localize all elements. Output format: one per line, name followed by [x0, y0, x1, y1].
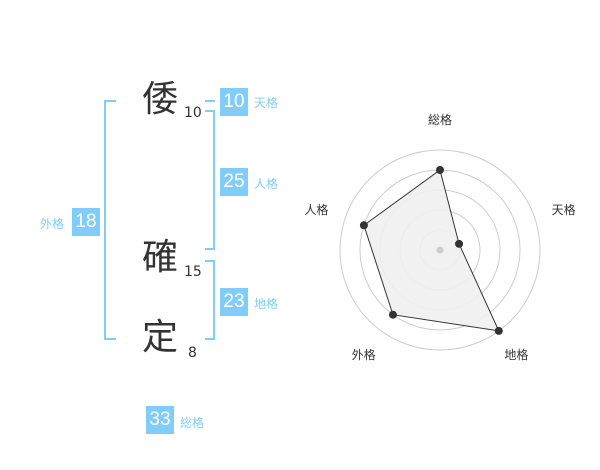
chikaku-label: 地格	[254, 297, 279, 311]
tenkaku-label: 天格	[254, 96, 279, 110]
radar-axis-label: 総格	[428, 112, 452, 127]
soukaku-value: 33	[146, 406, 174, 434]
bracket-tick	[205, 260, 215, 262]
radar-center	[436, 246, 444, 254]
radar-point	[494, 326, 503, 335]
radar-axis-label: 地格	[504, 347, 528, 362]
jinkaku-label: 人格	[254, 177, 279, 191]
bracket-tick	[104, 100, 116, 102]
radar-point	[455, 239, 464, 248]
soukaku-label: 総格	[180, 416, 205, 430]
gaikaku-label: 外格	[40, 217, 65, 231]
radar-area	[363, 169, 500, 332]
tenkaku-line	[205, 100, 215, 102]
gaikaku-bracket	[104, 100, 106, 340]
bracket-tick	[205, 338, 215, 340]
bracket-tick	[205, 248, 215, 250]
name-char-2: 確	[141, 237, 178, 278]
tenkaku-value: 10	[220, 88, 248, 116]
name-char-3: 定	[141, 317, 178, 358]
chikaku-value: 23	[220, 288, 248, 316]
radar-point	[388, 310, 397, 319]
bracket-tick	[205, 110, 215, 112]
radar-point	[436, 166, 444, 174]
radar-point	[359, 221, 368, 230]
stroke-count-3: 8	[188, 345, 197, 361]
jinkaku-value: 25	[220, 168, 248, 196]
radar-axis-label: 天格	[552, 202, 576, 217]
stroke-count-2: 15	[184, 264, 202, 280]
radar-axis-label: 外格	[352, 347, 376, 362]
jinkaku-bracket	[213, 110, 215, 250]
bracket-tick	[104, 338, 116, 340]
gaikaku-value: 18	[72, 208, 100, 236]
radar-axis-label: 人格	[304, 202, 328, 217]
radar-ring	[339, 149, 541, 351]
stroke-count-1: 10	[184, 105, 202, 121]
name-char-1: 倭	[141, 79, 178, 120]
chikaku-bracket	[213, 260, 215, 340]
